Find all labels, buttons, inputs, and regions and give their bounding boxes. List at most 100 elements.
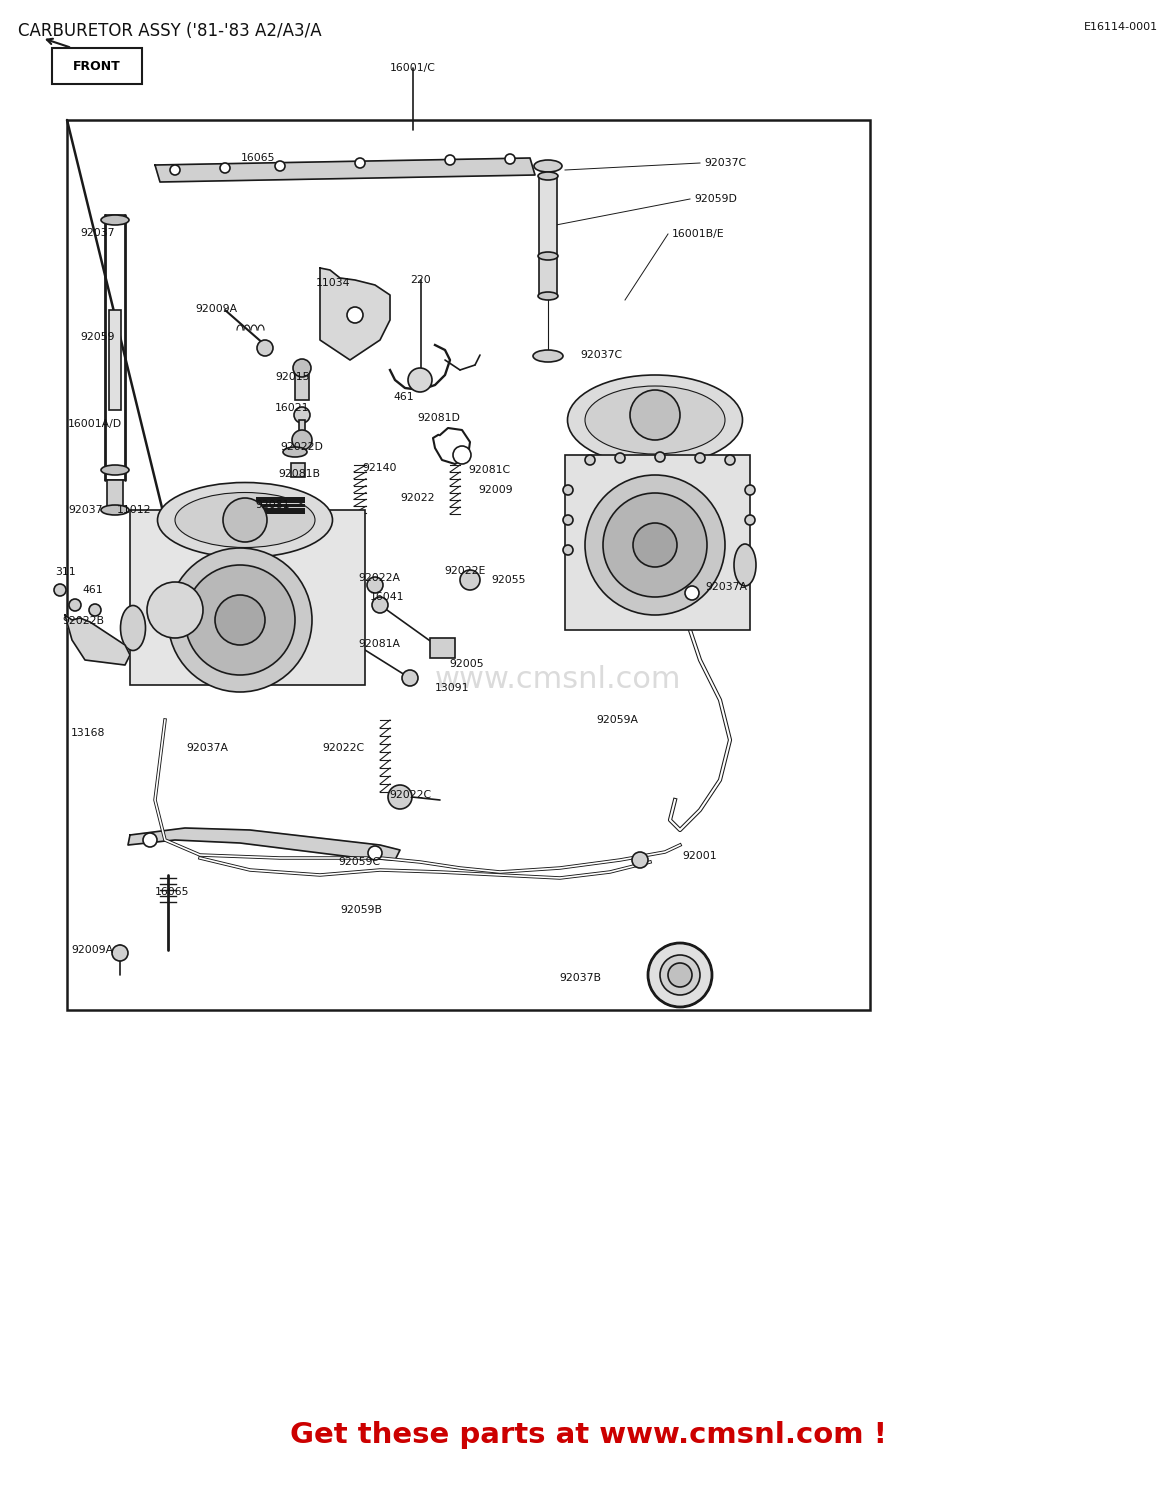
Bar <box>564 454 750 630</box>
Circle shape <box>563 484 573 495</box>
Text: 220: 220 <box>410 274 432 285</box>
Polygon shape <box>155 158 535 182</box>
Text: 92009A: 92009A <box>71 945 113 956</box>
Text: 92022A: 92022A <box>358 573 400 584</box>
Text: 92022C: 92022C <box>389 790 432 800</box>
Text: E16114-0001: E16114-0001 <box>1084 22 1158 32</box>
Circle shape <box>143 833 158 848</box>
Ellipse shape <box>534 160 562 172</box>
Circle shape <box>367 578 383 592</box>
Ellipse shape <box>734 544 756 586</box>
Bar <box>299 420 305 438</box>
Text: 16001B/E: 16001B/E <box>671 230 724 238</box>
Circle shape <box>724 454 735 465</box>
Bar <box>107 480 123 510</box>
Ellipse shape <box>101 214 129 225</box>
Circle shape <box>89 604 101 616</box>
Text: 92015: 92015 <box>275 372 309 382</box>
Text: 92022: 92022 <box>400 494 434 502</box>
Circle shape <box>69 598 81 610</box>
Circle shape <box>258 340 273 356</box>
Bar <box>67 120 870 1010</box>
Circle shape <box>215 596 265 645</box>
Circle shape <box>372 597 388 613</box>
Circle shape <box>388 784 412 808</box>
Circle shape <box>695 453 704 464</box>
Circle shape <box>632 852 648 868</box>
Text: 92081A: 92081A <box>358 639 400 650</box>
Circle shape <box>275 160 285 171</box>
Circle shape <box>347 308 363 322</box>
Polygon shape <box>65 615 131 664</box>
Circle shape <box>355 158 365 168</box>
Text: 13168: 13168 <box>71 728 106 738</box>
Circle shape <box>633 524 677 567</box>
Text: 92022D: 92022D <box>280 442 323 452</box>
Text: www.cmsnl.com: www.cmsnl.com <box>435 666 681 694</box>
Circle shape <box>292 430 312 450</box>
Ellipse shape <box>175 492 315 548</box>
Text: 92059C: 92059C <box>338 856 380 867</box>
Circle shape <box>584 476 724 615</box>
Text: 92001: 92001 <box>682 850 716 861</box>
Text: 92059D: 92059D <box>694 194 737 204</box>
Text: 16041: 16041 <box>370 592 405 602</box>
Circle shape <box>368 846 382 859</box>
Text: 92037A: 92037A <box>186 742 228 753</box>
Text: 13091: 13091 <box>435 682 469 693</box>
Text: 461: 461 <box>393 392 414 402</box>
Circle shape <box>505 154 515 164</box>
Circle shape <box>648 944 711 1006</box>
Text: 92022E: 92022E <box>445 566 486 576</box>
Circle shape <box>660 956 700 994</box>
Ellipse shape <box>101 465 129 476</box>
Circle shape <box>615 453 624 464</box>
Text: 92059A: 92059A <box>596 716 639 724</box>
Bar <box>295 370 309 400</box>
Text: 11034: 11034 <box>316 278 350 288</box>
Circle shape <box>563 544 573 555</box>
Circle shape <box>746 514 755 525</box>
Bar <box>539 256 557 296</box>
Text: 16001/C: 16001/C <box>390 63 436 74</box>
Polygon shape <box>128 828 400 860</box>
Circle shape <box>655 452 664 462</box>
Ellipse shape <box>537 172 557 180</box>
Circle shape <box>445 154 455 165</box>
Text: 92037A: 92037A <box>704 582 747 592</box>
Circle shape <box>603 494 707 597</box>
Circle shape <box>746 484 755 495</box>
Ellipse shape <box>533 350 563 361</box>
Text: 92009: 92009 <box>477 484 513 495</box>
Circle shape <box>684 586 699 600</box>
Text: 92037C: 92037C <box>580 350 622 360</box>
Text: 92140: 92140 <box>362 464 396 472</box>
Polygon shape <box>320 268 390 360</box>
Text: 92037B: 92037B <box>559 974 601 982</box>
Circle shape <box>220 164 230 172</box>
Circle shape <box>563 514 573 525</box>
Text: 92055: 92055 <box>492 574 526 585</box>
Text: 92081: 92081 <box>255 500 289 510</box>
Text: FRONT: FRONT <box>73 60 121 72</box>
Ellipse shape <box>568 375 742 465</box>
Text: 92059B: 92059B <box>340 904 382 915</box>
Text: Get these parts at www.cmsnl.com !: Get these parts at www.cmsnl.com ! <box>289 1420 887 1449</box>
Text: 92037C: 92037C <box>704 158 746 168</box>
Circle shape <box>402 670 417 686</box>
Text: 92037: 92037 <box>68 506 102 515</box>
Bar <box>430 638 455 658</box>
Text: 311: 311 <box>55 567 75 578</box>
Circle shape <box>54 584 66 596</box>
Circle shape <box>185 566 295 675</box>
Circle shape <box>453 446 472 464</box>
Circle shape <box>584 454 595 465</box>
Text: 92081B: 92081B <box>278 470 320 478</box>
Ellipse shape <box>283 447 307 458</box>
Text: 92005: 92005 <box>449 658 483 669</box>
Ellipse shape <box>584 386 724 454</box>
Bar <box>290 464 305 477</box>
Text: 92059: 92059 <box>80 332 114 342</box>
Text: 92009A: 92009A <box>195 304 238 313</box>
Ellipse shape <box>158 483 333 558</box>
